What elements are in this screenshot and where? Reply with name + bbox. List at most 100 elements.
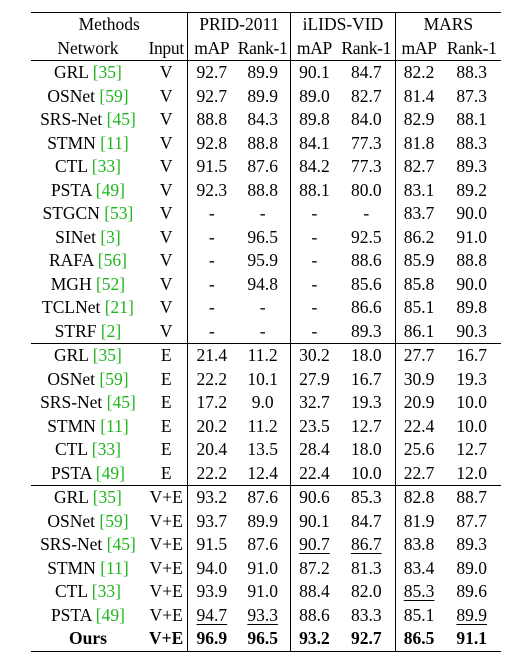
metric-value: 89.0	[299, 85, 330, 106]
metric-cell: 77.3	[338, 132, 395, 156]
metric-value: 85.1	[403, 297, 435, 317]
metric-cell: 89.3	[442, 533, 501, 557]
citation-link[interactable]: [45]	[106, 109, 136, 129]
metric-cell: 9.0	[235, 391, 290, 415]
table-row: PSTA [49] E 22.2 12.4 22.4 10.0 22.7 12.0	[31, 461, 501, 486]
citation-link[interactable]: [45]	[106, 534, 136, 554]
table-row: Ours V+E 96.9 96.5 93.2 92.7 86.5 91.1	[31, 627, 501, 652]
metric-value: 19.3	[456, 368, 488, 389]
metric-cell: 90.1	[290, 509, 338, 533]
metric-value: 11.2	[247, 345, 278, 365]
metric-cell: 93.2	[290, 627, 338, 652]
network-cell: STMN [11]	[31, 557, 145, 581]
metric-cell: 20.9	[394, 391, 443, 415]
citation-link[interactable]: [11]	[100, 132, 129, 153]
citation-link[interactable]: [59]	[99, 510, 129, 531]
metric-value: 96.5	[247, 226, 278, 247]
metric-cell: 87.3	[442, 85, 501, 109]
metric-value: 10.0	[456, 415, 488, 436]
citation-link[interactable]: [33]	[91, 581, 121, 601]
citation-link[interactable]: [52]	[95, 273, 126, 294]
metric-value: 10.0	[456, 392, 488, 412]
input-cell: V+E	[149, 604, 183, 625]
metric-value: 87.2	[299, 557, 330, 578]
metric-cell: -	[187, 202, 236, 226]
citation-link[interactable]: [11]	[100, 415, 129, 436]
metric-cell: 91.5	[187, 155, 236, 179]
table-row: PSTA [49] V+E 94.7 93.3 88.6 83.3 85.1 89.9	[31, 603, 501, 628]
citation-link[interactable]: [35]	[92, 487, 122, 507]
metric-cell: 89.8	[290, 108, 338, 132]
metric-value: 89.8	[299, 109, 330, 129]
metric-cell: 20.2	[187, 414, 236, 438]
network-name: STRF	[54, 320, 97, 341]
citation-link[interactable]: [49]	[95, 604, 125, 625]
metric-value: 85.9	[403, 250, 435, 270]
input-cell: E	[160, 392, 172, 412]
table-row: SRS-Net [45] E 17.2 9.0 32.7 19.3 20.9 10.0	[31, 391, 501, 415]
input-header: Input	[144, 36, 188, 61]
methods-header: Methods	[31, 12, 188, 37]
input-cell: E	[160, 368, 172, 389]
metric-value: 87.6	[247, 534, 278, 554]
metric-cell: -	[290, 272, 338, 296]
input-cell: V+E	[149, 581, 183, 601]
input-cell: V	[159, 297, 173, 317]
metric-cell: 89.9	[235, 61, 290, 85]
citation-link[interactable]: [35]	[92, 62, 122, 82]
network-cell: CTL [33]	[31, 438, 145, 462]
metric-value: 27.7	[403, 345, 435, 365]
metric-cell: -	[187, 249, 236, 273]
input-cell: V	[159, 320, 173, 341]
citation-link[interactable]: [3]	[100, 226, 121, 247]
metric-cell: 81.9	[394, 509, 443, 533]
metric-value: 86.6	[350, 297, 382, 317]
metric-cell: 90.0	[442, 273, 501, 297]
metric-value: 95.9	[247, 250, 278, 270]
citation-link[interactable]: [33]	[91, 439, 121, 459]
metric-cell: 93.3	[235, 604, 290, 628]
citation-link[interactable]: [59]	[99, 85, 129, 106]
metric-value: 91.1	[456, 628, 488, 648]
metric-cell: -	[235, 296, 290, 320]
metric-cell: 89.0	[442, 557, 501, 581]
citation-link[interactable]: [11]	[100, 557, 129, 578]
citation-link[interactable]: [2]	[100, 320, 122, 341]
citation-link[interactable]: [21]	[104, 297, 134, 317]
metric-value: 22.7	[403, 462, 435, 483]
network-cell: OSNet [59]	[31, 510, 145, 534]
metric-cell: 32.7	[290, 391, 338, 415]
metric-value: 88.7	[456, 487, 488, 507]
metric-cell: 88.8	[442, 249, 501, 273]
metric-cell: 87.6	[235, 533, 290, 557]
citation-link[interactable]: [59]	[99, 368, 129, 389]
header-row-datasets: Methods PRID-2011 iLIDS-VID MARS	[31, 12, 501, 37]
dataset-header-ilids: iLIDS-VID	[290, 12, 396, 37]
network-cell: PSTA [49]	[31, 462, 145, 486]
metric-value: -	[208, 273, 215, 294]
citation-link[interactable]: [49]	[95, 462, 125, 483]
metric-value: 84.1	[299, 132, 330, 153]
citation-link[interactable]: [33]	[91, 156, 121, 176]
citation-link[interactable]: [35]	[92, 345, 122, 365]
citation-link[interactable]: [56]	[97, 250, 127, 270]
metric-cell: 88.4	[290, 580, 338, 604]
metric-cell: 88.7	[442, 485, 501, 510]
citation-link[interactable]: [45]	[106, 392, 136, 412]
metric-cell: 12.7	[338, 415, 395, 439]
metric-cell: 16.7	[338, 368, 395, 392]
metric-value: 20.4	[196, 439, 228, 459]
metric-cell: 22.2	[187, 461, 236, 486]
metric-value: -	[208, 203, 215, 223]
network-cell: GRL [35]	[31, 343, 145, 368]
metric-value: -	[259, 320, 266, 341]
metric-cell: 25.6	[394, 438, 443, 462]
metric-value: -	[208, 250, 215, 270]
metric-value: 10.1	[247, 368, 278, 389]
metric-cell: 91.0	[442, 226, 501, 250]
metric-value: 82.7	[350, 85, 382, 106]
citation-link[interactable]: [49]	[95, 179, 125, 200]
citation-link[interactable]: [53]	[104, 203, 134, 223]
metric-header: Rank-1	[337, 36, 396, 61]
metric-cell: 19.3	[442, 368, 501, 392]
